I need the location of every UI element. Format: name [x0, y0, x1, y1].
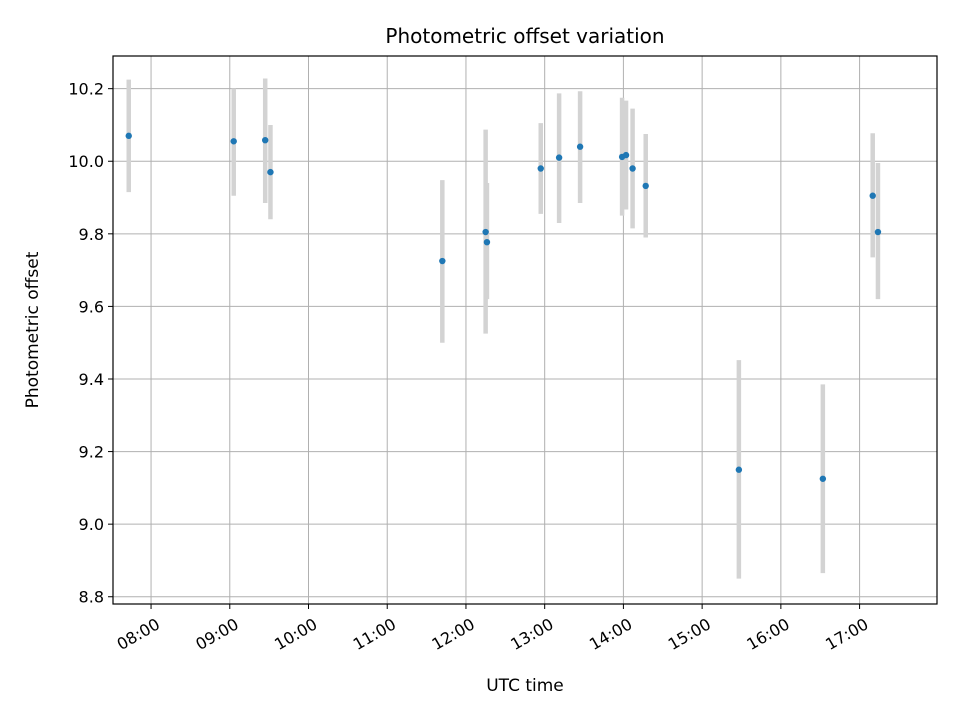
data-point [262, 136, 269, 144]
data-point [267, 168, 274, 176]
y-tick-label: 10.2 [68, 80, 104, 99]
y-tick-label: 9.6 [79, 297, 104, 316]
y-tick-label: 9.2 [79, 443, 104, 462]
y-tick-label: 9.8 [79, 225, 104, 244]
data-point [482, 228, 489, 236]
data-point [230, 138, 237, 145]
data-point [125, 132, 132, 140]
y-tick-label: 9.4 [79, 370, 104, 389]
grid [113, 56, 937, 604]
data-point [622, 151, 630, 159]
y-tick-label: 9.0 [79, 515, 104, 534]
data-point [874, 228, 882, 236]
data-points [125, 132, 882, 482]
data-point [735, 466, 743, 473]
data-point [439, 257, 446, 265]
data-point [555, 154, 563, 161]
data-point [642, 182, 649, 190]
data-point [537, 165, 544, 172]
y-axis-title: Photometric offset [23, 251, 43, 408]
chart-title: Photometric offset variation [385, 24, 664, 48]
data-point [869, 192, 876, 199]
data-point [576, 143, 584, 150]
data-point [629, 165, 636, 172]
y-tick-label: 8.8 [79, 588, 104, 607]
plot-area-frame [112, 55, 938, 605]
x-axis-title: UTC time [486, 676, 564, 696]
data-point [483, 238, 491, 246]
y-tick-label: 10.0 [68, 152, 104, 171]
data-point [819, 475, 827, 482]
